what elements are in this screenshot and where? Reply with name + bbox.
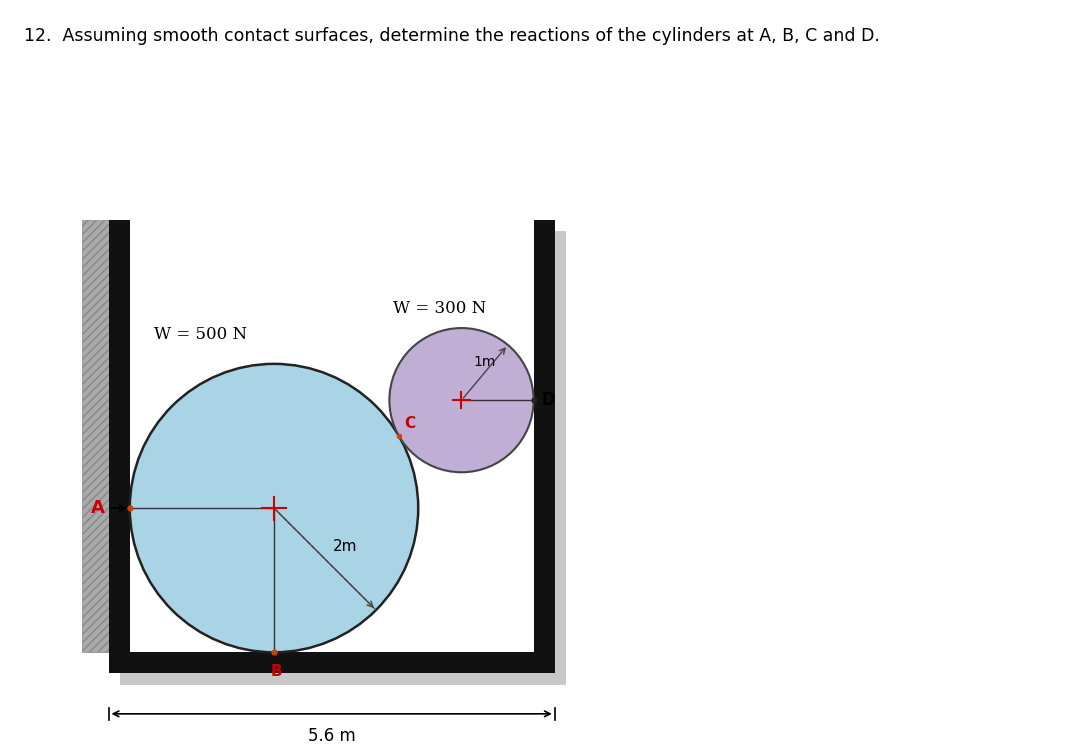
Bar: [120, 231, 566, 685]
Text: 1m: 1m: [474, 355, 496, 369]
Text: W = 300 N: W = 300 N: [393, 300, 487, 317]
Text: C: C: [404, 416, 415, 431]
Text: W = 500 N: W = 500 N: [154, 326, 247, 343]
Text: B: B: [270, 664, 282, 679]
Circle shape: [129, 364, 419, 652]
Circle shape: [390, 328, 534, 473]
Bar: [534, 219, 555, 652]
Text: 2m: 2m: [332, 539, 357, 554]
Bar: [129, 219, 534, 652]
Bar: [82, 219, 109, 652]
Text: 12.  Assuming smooth contact surfaces, determine the reactions of the cylinders : 12. Assuming smooth contact surfaces, de…: [24, 28, 879, 46]
Text: A: A: [91, 499, 105, 517]
Text: D: D: [542, 391, 555, 409]
Bar: [109, 652, 555, 673]
Text: 5.6 m: 5.6 m: [308, 727, 356, 745]
Bar: [109, 219, 129, 652]
